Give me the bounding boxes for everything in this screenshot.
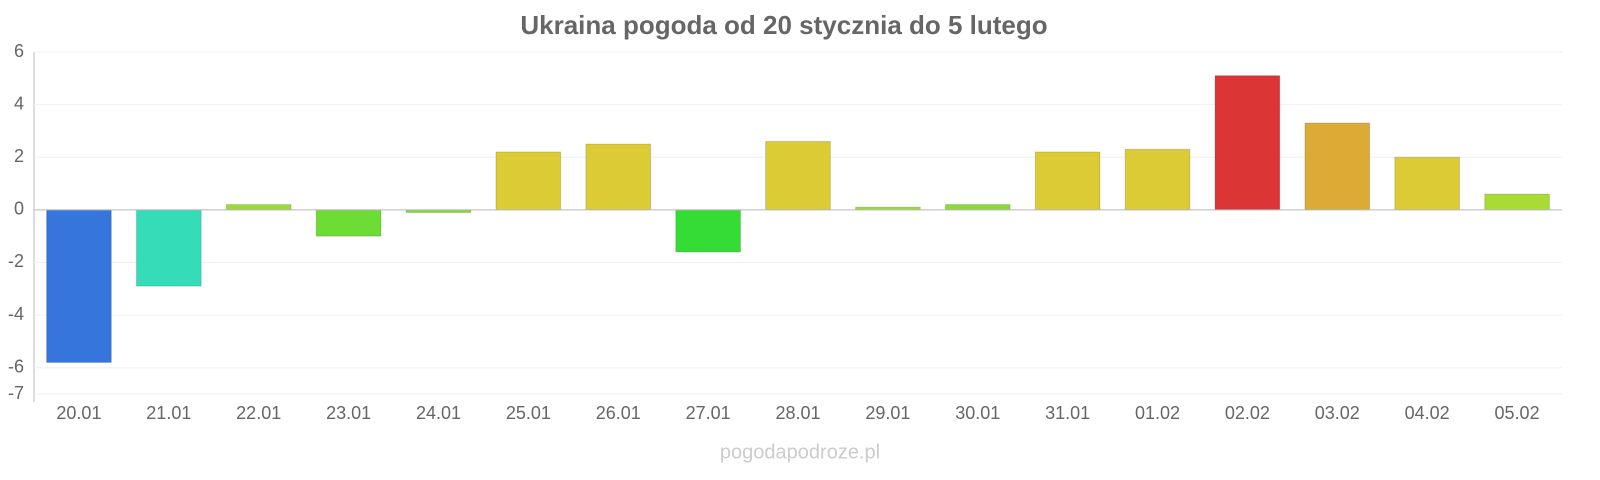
y-tick-label: -7 xyxy=(8,383,24,403)
bar xyxy=(46,209,112,363)
y-tick-label: 2 xyxy=(14,146,24,166)
bar xyxy=(585,143,652,211)
bar xyxy=(765,140,831,211)
x-tick-label: 04.02 xyxy=(1405,403,1450,423)
bar xyxy=(495,151,562,211)
x-tick-label: 22.01 xyxy=(236,403,281,423)
bar xyxy=(1394,156,1461,211)
x-tick-label: 03.02 xyxy=(1315,403,1360,423)
bar xyxy=(675,209,741,253)
x-tick-label: 24.01 xyxy=(416,403,461,423)
y-tick-label: -6 xyxy=(8,356,24,376)
x-tick-label: 25.01 xyxy=(506,403,551,423)
x-tick-label: 28.01 xyxy=(775,403,820,423)
bar xyxy=(1124,148,1191,211)
x-tick-label: 29.01 xyxy=(865,403,910,423)
bar xyxy=(315,209,382,237)
x-tick-label: 05.02 xyxy=(1495,403,1540,423)
y-tick-label: -4 xyxy=(8,304,24,324)
x-tick-label: 26.01 xyxy=(596,403,641,423)
y-tick-label: -2 xyxy=(8,251,24,271)
source-label: pogodapodroze.pl xyxy=(720,441,880,463)
y-tick-label: 0 xyxy=(14,199,24,219)
x-tick-label: 02.02 xyxy=(1225,403,1270,423)
bar xyxy=(1214,75,1281,211)
x-tick-label: 01.02 xyxy=(1135,403,1180,423)
x-tick-label: 23.01 xyxy=(326,403,371,423)
x-tick-label: 30.01 xyxy=(955,403,1000,423)
bar xyxy=(225,204,292,211)
chart-title: Ukraina pogoda od 20 stycznia do 5 luteg… xyxy=(520,10,1047,40)
x-tick-label: 20.01 xyxy=(56,403,101,423)
x-tick-label: 21.01 xyxy=(146,403,191,423)
x-tick-label: 31.01 xyxy=(1045,403,1090,423)
bar xyxy=(1484,193,1550,211)
bar xyxy=(135,209,202,287)
y-tick-label: 4 xyxy=(14,93,24,113)
x-tick-label: 27.01 xyxy=(686,403,731,423)
bar xyxy=(944,204,1011,211)
bar xyxy=(1304,122,1371,211)
bar xyxy=(1034,151,1101,211)
y-tick-label: 6 xyxy=(14,41,24,61)
